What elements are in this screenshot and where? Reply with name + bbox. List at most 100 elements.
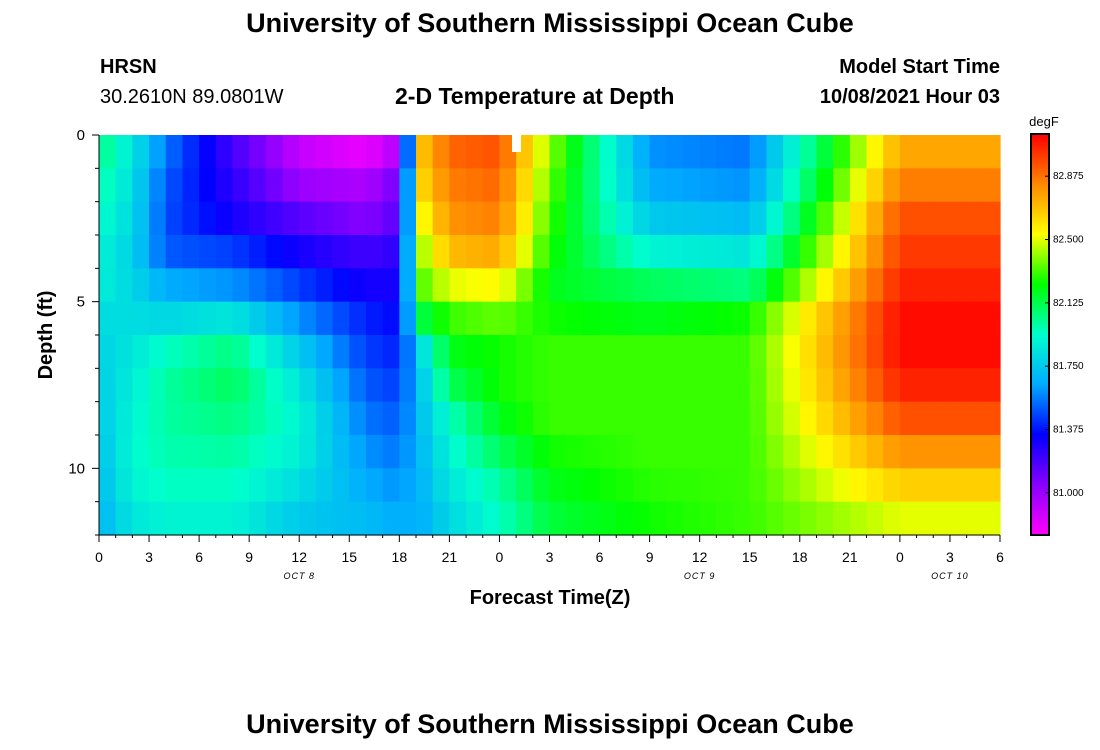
heatmap-cell [499,201,517,236]
heatmap-cell [599,268,617,303]
heatmap-cell [749,435,768,469]
heatmap-cell [666,468,684,503]
heatmap-cell [315,501,334,536]
heatmap-cell [616,401,634,436]
day-label: OCT 8 [283,571,315,581]
heatmap-cell [549,168,567,203]
heatmap-cell [249,501,267,536]
heatmap-cell [682,468,701,503]
heatmap-cell [215,401,234,436]
heatmap-cell [933,235,951,269]
heatmap-cell [833,401,851,436]
heatmap-cell [616,135,634,169]
x-axis-title: Forecast Time(Z) [470,587,631,609]
heatmap-cell [532,401,551,436]
heatmap-cell [933,135,951,169]
heatmap-cell [165,501,184,536]
heatmap-cell [399,268,417,303]
heatmap-cell [549,401,567,436]
heatmap-cell [783,301,801,336]
heatmap-cell [599,135,617,169]
heatmap-cell [699,168,717,203]
heatmap-cell [332,468,350,503]
heatmap-cell [883,368,901,403]
heatmap-cell [232,201,250,236]
heatmap-cell [666,201,684,236]
heatmap-cell [566,335,584,369]
heatmap-cell [749,135,768,169]
heatmap-cell [666,135,684,169]
heatmap-cell [749,401,768,436]
heatmap-cell [399,468,417,503]
heatmap-cell [516,335,534,369]
heatmap-cell [132,168,150,203]
heatmap-cell [165,301,184,336]
x-tick-label: 6 [996,549,1004,565]
heatmap-cell [382,135,400,169]
heatmap-cell [899,435,918,469]
heatmap-cell [566,168,584,203]
heatmap-cell [566,401,584,436]
heatmap-cell [282,335,300,369]
heatmap-cell [466,468,484,503]
heatmap-cell [182,368,200,403]
heatmap-cell [816,435,834,469]
heatmap-cell [983,368,1001,403]
heatmap-cell [282,468,300,503]
x-tick-label: 0 [896,549,904,565]
heatmap-cell [716,401,734,436]
heatmap-cell [866,301,884,336]
heatmap-cell [232,168,250,203]
footer-title: University of Southern Mississippi Ocean… [246,709,854,739]
heatmap-cell [349,468,367,503]
heatmap-cell [549,468,567,503]
heatmap-cell [649,301,667,336]
heatmap-cell [616,268,634,303]
heatmap-cell [115,335,133,369]
heatmap-cell [682,401,701,436]
heatmap-cell [466,235,484,269]
heatmap-cell [783,401,801,436]
heatmap-cell [265,135,284,169]
heatmap-cell [966,501,984,536]
heatmap-cell [983,335,1001,369]
heatmap-cell [249,468,267,503]
heatmap-cell [733,468,751,503]
heatmap-cell [199,201,217,236]
heatmap-cell [899,468,918,503]
heatmap-cell [249,301,267,336]
heatmap-cell [249,435,267,469]
heatmap-cell [132,268,150,303]
heatmap-cell [682,501,701,536]
heatmap-cell [566,201,584,236]
heatmap-cell [315,168,334,203]
heatmap-cell [949,501,968,536]
heatmap-cell [299,268,317,303]
heatmap-cell [282,435,300,469]
heatmap-cell [983,301,1001,336]
heatmap-cell [232,335,250,369]
heatmap-cell [899,135,918,169]
heatmap-cell [199,368,217,403]
heatmap-cell [899,168,918,203]
heatmap-cell [916,135,934,169]
heatmap-cell [616,501,634,536]
x-tick-label: 3 [946,549,954,565]
heatmap-cell [115,368,133,403]
heatmap-cell [783,201,801,236]
heatmap-cell [966,468,984,503]
heatmap-cell [766,135,784,169]
heatmap-cell [449,435,467,469]
heatmap-cell [416,468,434,503]
heatmap-cell [482,301,501,336]
heatmap-cell [733,168,751,203]
heatmap-cell [232,435,250,469]
heatmap-cell [933,201,951,236]
heatmap-cell [983,435,1001,469]
heatmap-cell [299,468,317,503]
heatmap-cell [315,301,334,336]
heatmap-cell [132,435,150,469]
heatmap-cell [299,368,317,403]
heatmap-cell [682,335,701,369]
heatmap-cell [182,501,200,536]
